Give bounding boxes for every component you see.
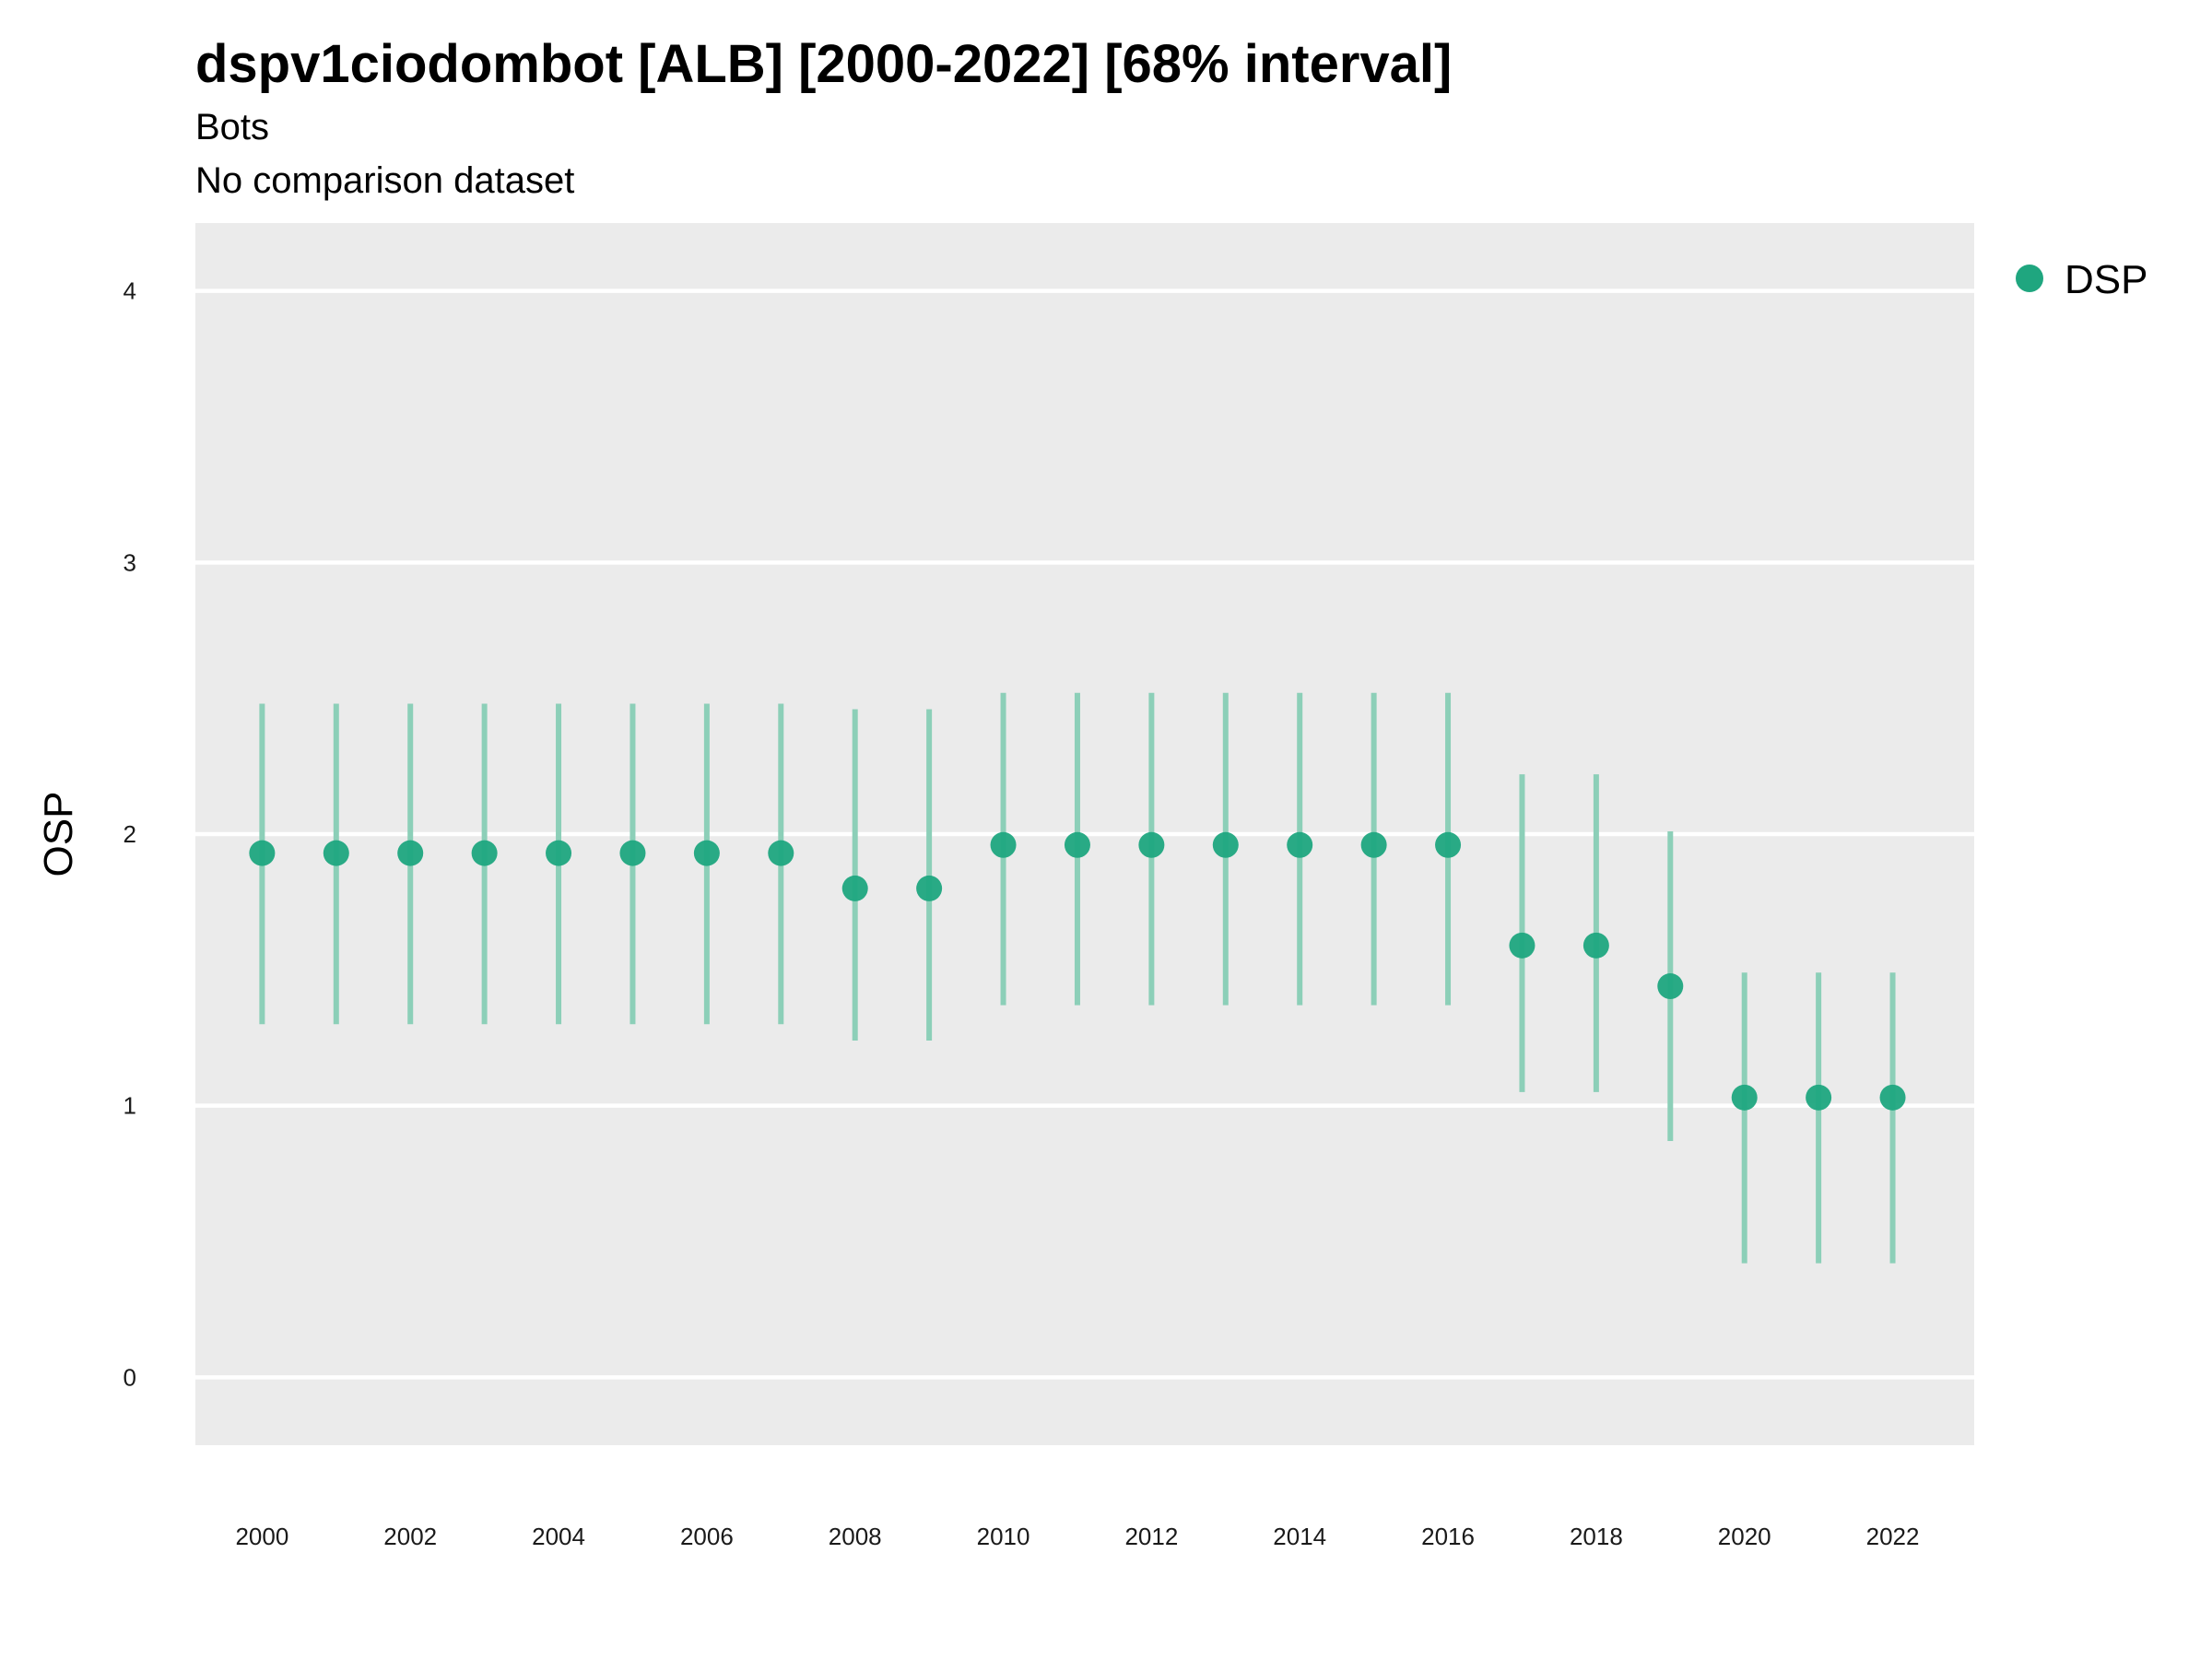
x-tick-label: 2012	[1124, 1523, 1178, 1550]
data-point	[1806, 1084, 1832, 1111]
legend-label: DSP	[2065, 257, 2147, 302]
data-point	[990, 831, 1017, 858]
x-tick-label: 2004	[532, 1523, 585, 1550]
data-point	[1287, 831, 1313, 858]
legend-marker	[2016, 265, 2043, 292]
data-point	[1509, 932, 1535, 959]
data-point	[1360, 831, 1387, 858]
x-tick-label: 2018	[1570, 1523, 1623, 1550]
x-tick-label: 2016	[1421, 1523, 1475, 1550]
data-point	[916, 875, 943, 901]
data-point	[768, 840, 794, 866]
data-point	[619, 840, 646, 866]
x-tick-label: 2020	[1718, 1523, 1771, 1550]
x-tick-label: 2022	[1866, 1523, 1920, 1550]
x-tick-label: 2010	[977, 1523, 1030, 1550]
y-tick-label: 4	[124, 277, 136, 305]
data-point	[1064, 831, 1090, 858]
data-point	[1138, 831, 1165, 858]
data-point	[471, 840, 498, 866]
y-tick-label: 0	[124, 1363, 136, 1391]
x-tick-label: 2000	[235, 1523, 288, 1550]
chart-subtitle: Bots	[195, 107, 270, 147]
data-point	[841, 875, 868, 901]
y-axis-title: OSP	[36, 792, 81, 877]
data-point	[693, 840, 720, 866]
data-point	[1879, 1084, 1906, 1111]
data-point	[1435, 831, 1462, 858]
x-tick-label: 2014	[1273, 1523, 1326, 1550]
x-tick-label: 2008	[829, 1523, 882, 1550]
data-point	[249, 840, 276, 866]
data-point	[546, 840, 572, 866]
chart-title: dspv1ciodombot [ALB] [2000-2022] [68% in…	[195, 34, 1453, 94]
data-point	[1583, 932, 1609, 959]
data-point	[323, 840, 349, 866]
data-point	[1657, 973, 1684, 1000]
x-tick-label: 2006	[680, 1523, 734, 1550]
y-tick-label: 3	[124, 548, 136, 576]
y-tick-label: 2	[124, 820, 136, 848]
chart-subtitle-secondary: No comparison dataset	[195, 160, 575, 201]
data-point	[1731, 1084, 1758, 1111]
y-tick-label: 1	[124, 1092, 136, 1120]
data-point	[1212, 831, 1239, 858]
data-point	[397, 840, 424, 866]
x-tick-label: 2002	[383, 1523, 437, 1550]
